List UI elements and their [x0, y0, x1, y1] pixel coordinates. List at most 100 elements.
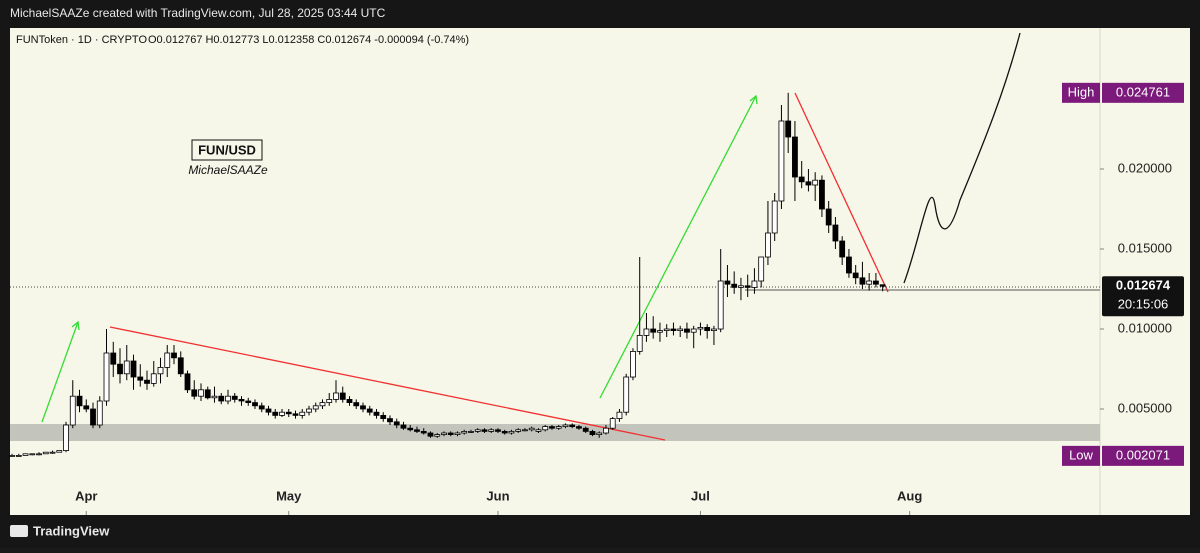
candle-body: [596, 432, 603, 436]
arrow-head: [749, 94, 758, 105]
candle-body: [258, 405, 265, 410]
candle-body: [495, 429, 501, 432]
candle-body: [96, 400, 103, 426]
candle-body: [49, 451, 56, 454]
candle-body: [218, 395, 225, 402]
candle-body: [427, 432, 434, 437]
low-tag: Low: [1069, 447, 1093, 462]
candle-body: [724, 280, 731, 285]
candle-body: [319, 402, 326, 407]
candle-body: [704, 327, 711, 332]
candle-body: [164, 352, 171, 368]
watermark-author: MichaelSAAZe: [188, 163, 268, 177]
candle-body: [812, 179, 819, 186]
candle-body: [717, 280, 724, 330]
candle-body: [144, 379, 150, 384]
candle-body: [29, 453, 36, 456]
y-tick-label: 0.005000: [1118, 400, 1172, 415]
candle-body: [819, 179, 825, 210]
candle-body: [110, 352, 117, 365]
candle-body: [400, 424, 407, 429]
candle-body: [650, 328, 657, 333]
candle-body: [731, 283, 738, 288]
candle-body: [76, 395, 83, 407]
candle-body: [481, 429, 488, 432]
candle-body: [825, 208, 832, 226]
candle-body: [461, 431, 468, 434]
candle-body: [150, 373, 157, 384]
candle-body: [360, 405, 366, 410]
candle-body: [468, 431, 474, 433]
candle-body: [15, 455, 22, 457]
last-price-box: [1102, 276, 1184, 317]
candle-body: [299, 411, 306, 416]
candle-body: [285, 411, 292, 415]
candle-body: [555, 426, 562, 429]
candle-body: [508, 431, 515, 434]
arrows: [41, 94, 758, 423]
candle-body: [9, 455, 15, 457]
candle-body: [191, 389, 198, 397]
candle-body: [765, 232, 771, 258]
high-tag-box: [1062, 82, 1100, 103]
countdown: 20:15:06: [1118, 297, 1169, 312]
candle-body: [333, 392, 339, 400]
candle-body: [758, 256, 765, 282]
candle-body: [441, 432, 447, 436]
candle-body: [326, 399, 333, 404]
low-tag-box: [1062, 445, 1100, 466]
candle-body: [279, 411, 285, 416]
watermark-box: [191, 139, 263, 161]
candle-body: [798, 176, 805, 183]
projection: [903, 32, 1021, 284]
candle-body: [778, 120, 785, 202]
arrow-head: [71, 320, 80, 331]
candle-body: [265, 408, 272, 413]
candle-body: [83, 405, 90, 410]
brand: TradingView: [33, 523, 110, 538]
candle-body: [184, 373, 191, 391]
candle-body: [117, 363, 123, 375]
candle-body: [245, 400, 252, 404]
candle-body: [738, 285, 744, 288]
candle-body: [393, 421, 400, 426]
candle-body: [211, 395, 218, 399]
candle-body: [123, 360, 130, 375]
candle-body: [306, 408, 312, 413]
x-tick-label: May: [276, 488, 302, 503]
symbol: FUNToken · 1D · CRYPTO: [16, 34, 147, 46]
candle-body: [866, 280, 873, 285]
footer-bar: [0, 515, 1200, 548]
candle-body: [22, 453, 29, 456]
low-value: 0.002071: [1116, 447, 1170, 462]
candle-body: [839, 240, 846, 258]
candle-body: [387, 418, 393, 423]
candle-body: [859, 277, 866, 285]
candle-body: [636, 335, 643, 352]
candle-body: [103, 352, 110, 402]
candle-body: [549, 426, 555, 429]
candle-body: [643, 328, 650, 336]
candle-body: [272, 411, 279, 416]
last-price: 0.012674: [1116, 278, 1171, 293]
candle-body: [36, 453, 42, 456]
candle-body: [873, 280, 879, 285]
watermark-title: FUN/USD: [198, 142, 256, 157]
support-zone: [10, 424, 1100, 441]
candle-body: [609, 418, 616, 429]
candle-body: [380, 415, 387, 420]
high-value: 0.024761: [1116, 84, 1170, 99]
candle-body: [137, 376, 144, 381]
candle-body: [771, 200, 778, 234]
candle-body: [292, 413, 299, 416]
candle-body: [832, 224, 839, 242]
candle-body: [225, 395, 231, 402]
candle-body: [528, 427, 535, 431]
candle-body: [198, 389, 204, 397]
y-tick-label: 0.015000: [1118, 240, 1172, 255]
low-value-box: [1102, 445, 1184, 466]
candle-body: [589, 431, 596, 436]
candle-body: [542, 426, 549, 431]
